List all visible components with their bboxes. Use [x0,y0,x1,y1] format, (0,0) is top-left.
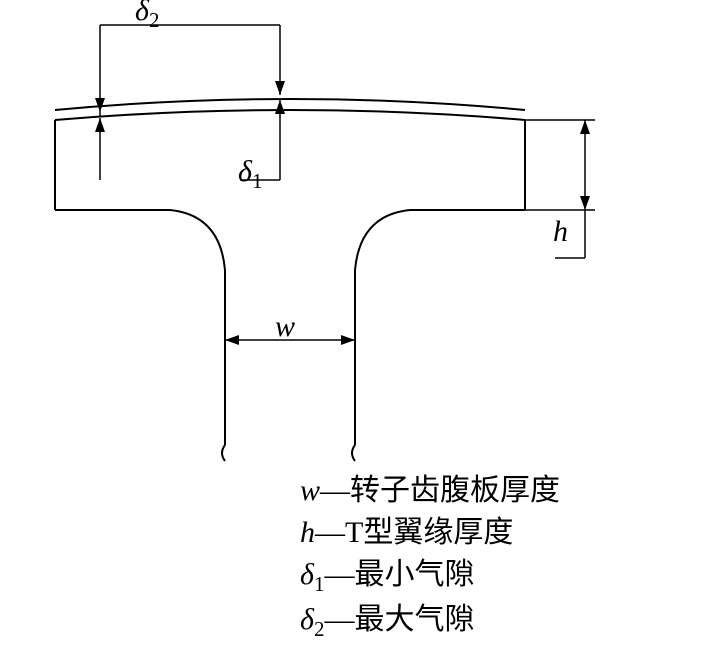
legend-row-h: h—T型翼缘厚度 [300,512,560,554]
legend-row-delta1: δ1—最小气隙 [300,554,560,599]
label-delta2: δ2 [135,0,159,33]
label-w: w [275,310,295,344]
label-delta1: δ1 [238,155,262,194]
label-h: h [553,215,568,249]
legend-row-delta2: δ2—最大气隙 [300,599,560,644]
legend-row-w: w—转子齿腹板厚度 [300,470,560,512]
legend: w—转子齿腹板厚度 h—T型翼缘厚度 δ1—最小气隙 δ2—最大气隙 [300,470,560,645]
